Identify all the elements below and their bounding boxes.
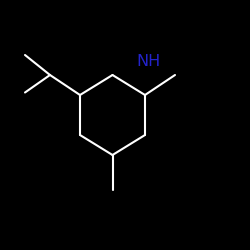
Text: NH: NH [136, 54, 161, 69]
